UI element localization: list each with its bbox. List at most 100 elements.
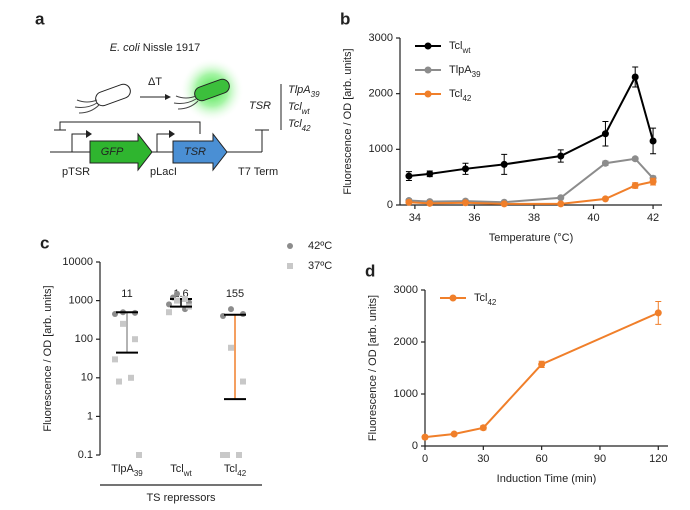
tsr-label: TSR [249,100,271,112]
point [174,297,180,304]
label: TlpA39 [288,84,320,99]
y-tick-label: 3000 [394,284,418,296]
delta-t: ΔT [148,76,162,88]
point [224,452,230,458]
label-main: Tcl [170,463,183,475]
panel-label: d [365,261,375,280]
label-sub: 42 [302,124,311,133]
y-tick-label: 1000 [394,388,418,400]
point [601,195,609,203]
gene-tsr [172,132,228,172]
label: Tcl42 [288,118,311,133]
legend-marker [424,42,432,50]
legend-marker [287,243,293,249]
x-tick-label: 120 [649,453,667,465]
label: Tcl42 [449,88,472,103]
point [557,152,565,160]
point [120,320,126,327]
title-italic: E. coli [110,42,141,54]
point [654,309,662,317]
point [426,170,434,178]
x-axis-label: TS repressors [146,492,216,504]
diagram-title: E. coli Nissle 1917 [110,42,201,54]
point [649,178,657,186]
y-tick-label: 2000 [369,88,393,100]
y-tick-label: 0 [412,440,418,452]
x-tick-label: 0 [422,453,428,465]
line [408,157,654,204]
label: Tclwt [288,101,310,116]
x-tick-label: 42 [647,212,659,224]
x-axis-label: Induction Time (min) [497,473,597,485]
point [112,356,118,363]
point [538,360,546,368]
promoter-head [169,130,175,138]
repression [59,121,201,134]
flagella [173,95,199,110]
gene-label: TSR [184,146,206,158]
point [601,130,609,138]
label-main: Tcl [288,101,302,113]
label-main: TlpA [449,64,472,76]
promoter-head [86,130,92,138]
x-tick-label: 38 [528,212,540,224]
y-axis-label: Fluorescence / OD [arb. units] [367,295,379,441]
y-tick-label: 2000 [394,336,418,348]
point [421,433,429,441]
label: Tcl42 [474,292,497,307]
point [557,194,565,202]
label-sub: 39 [134,469,143,478]
label-main: Tcl [288,118,302,130]
promoter-label: pLacI [150,166,177,178]
point [182,296,188,303]
point [601,159,609,167]
point [557,200,565,208]
point [405,172,413,180]
point [631,182,639,190]
panel-label: a [35,9,45,28]
panel-label: b [340,9,350,28]
point [220,452,226,458]
y-tick-label: 100 [75,333,93,345]
promoter-label: pTSR [62,166,90,178]
panel-a: a E. coli Nissle 1917 ΔT TSR TlpA39Tclwt… [35,9,320,177]
line [424,311,659,439]
point [500,200,508,208]
point [479,424,487,432]
legend-label: 42ºC [308,240,332,252]
label-main: TlpA [288,84,311,96]
label-sub: 39 [311,90,320,99]
y-tick-label: 0.1 [78,449,93,461]
point [631,155,639,163]
y-tick-label: 0 [387,199,393,211]
gene-label: GFP [101,146,124,158]
point [426,199,434,207]
x-axis-label: Temperature (°C) [489,232,573,244]
point [236,452,242,458]
point [166,309,172,316]
legend-label: 37ºC [308,260,332,272]
line [408,180,654,205]
label-sub: 42 [487,298,496,307]
line [408,74,655,178]
point [132,336,138,343]
label-sub: wt [461,46,471,55]
label-sub: wt [302,107,311,116]
y-tick-label: 10000 [62,256,93,268]
annotation: 11 [121,288,132,300]
label-main: Tcl [474,292,487,304]
point [116,378,122,385]
point [128,374,134,381]
panel-label: c [40,233,49,252]
label-main: Tcl [449,88,462,100]
label-main: TlpA [111,463,134,475]
point [649,137,657,145]
promoter [156,133,169,152]
label-sub: 39 [472,70,481,79]
bacterium [95,83,131,107]
x-tick-label: 60 [536,453,548,465]
x-tick-label: 30 [477,453,489,465]
y-tick-label: 1 [87,410,93,422]
